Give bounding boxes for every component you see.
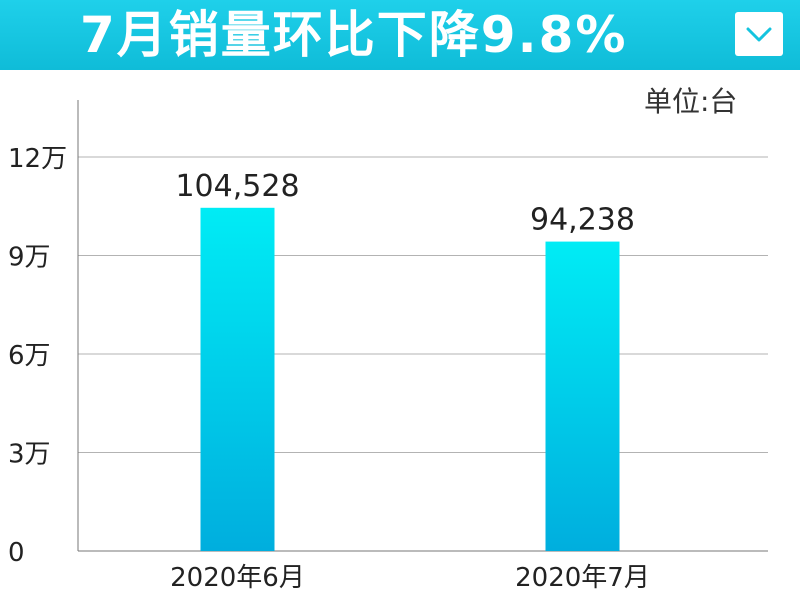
y-tick-label: 12万 (8, 144, 67, 174)
header-banner: 7月销量环比下降9.8% (0, 0, 800, 70)
x-category-label: 2020年7月 (515, 563, 650, 593)
x-category-label: 2020年6月 (170, 563, 305, 593)
bar (200, 207, 275, 551)
bar-value-label: 94,238 (530, 203, 635, 238)
y-tick-label: 3万 (8, 440, 51, 470)
y-tick-label: 6万 (8, 341, 51, 371)
page-title: 7月销量环比下降9.8% (80, 6, 628, 64)
bar (545, 241, 620, 551)
unit-label: 单位:台 (644, 85, 738, 118)
chevron-down-icon (746, 27, 772, 42)
y-tick-label: 9万 (8, 243, 51, 273)
bar-value-label: 104,528 (175, 169, 299, 204)
dropdown-button[interactable] (735, 12, 783, 56)
y-tick-label: 0 (8, 538, 25, 568)
